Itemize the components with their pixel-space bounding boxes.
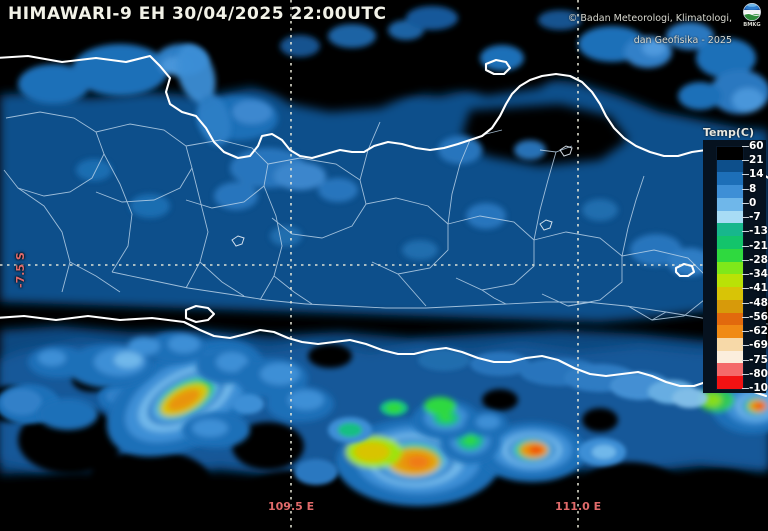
colorbar-tick-7 — [742, 245, 749, 247]
colorbar-tick-8 — [742, 259, 749, 261]
colorbar-label-14: -69 — [749, 339, 768, 352]
colorbar-tick-5 — [742, 217, 749, 219]
svg-text:BMKG: BMKG — [743, 22, 760, 27]
colorbar-tick-4 — [742, 202, 749, 204]
colorbar-label-15: -75 — [749, 353, 768, 366]
colorbar-segment-3 — [717, 185, 743, 198]
colorbar-label-12: -56 — [749, 310, 768, 323]
colorbar-segment-12 — [717, 299, 743, 313]
colorbar-segment-9 — [717, 261, 743, 275]
colorbar-tick-14 — [742, 345, 749, 347]
colorbar-tick-1 — [742, 160, 749, 162]
colorbar-labels: 60 21 14 8 0 -7 -13 -21 -28 -34 -41 -48 -56 -62 -69 -75… — [747, 140, 768, 396]
coastline — [0, 54, 768, 398]
colorbar-ticks — [742, 146, 750, 389]
colorbar-segment-4 — [717, 197, 743, 211]
colorbar-segment-10 — [717, 274, 743, 288]
colorbar-segment-17 — [717, 363, 743, 377]
colorbar-label-13: -62 — [749, 325, 768, 338]
colorbar-label-10: -41 — [749, 282, 768, 295]
colorbar-tick-0 — [742, 146, 749, 147]
colorbar-label-16: -80 — [749, 367, 768, 380]
colorbar-label-2: 14 — [749, 168, 764, 181]
colorbar-label-5: -7 — [749, 211, 761, 224]
colorbar-tick-17 — [742, 388, 749, 389]
colorbar-label-0: 60 — [749, 140, 764, 152]
colorbar-gradient — [716, 146, 744, 390]
colorbar-label-9: -34 — [749, 268, 768, 281]
attribution-text: © Badan Meteorologi, Klimatologi, dan Ge… — [568, 2, 732, 46]
colorbar-segment-0 — [717, 147, 743, 160]
colorbar-tick-9 — [742, 274, 749, 276]
colorbar-segment-16 — [717, 350, 743, 364]
colorbar-label-7: -21 — [749, 239, 768, 252]
colorbar-label-1: 21 — [749, 154, 764, 167]
colorbar-segment-1 — [717, 159, 743, 173]
colorbar-segment-13 — [717, 312, 743, 326]
colorbar-label-6: -13 — [749, 225, 768, 238]
colorbar-label-4: 0 — [749, 196, 757, 209]
minor-islands — [231, 145, 573, 247]
colorbar-tick-12 — [742, 316, 749, 318]
colorbar-segment-5 — [717, 210, 743, 224]
colorbar-label-3: 8 — [749, 182, 757, 195]
colorbar-tick-10 — [742, 288, 749, 290]
colorbar-segment-8 — [717, 248, 743, 262]
colorbar-segment-7 — [717, 236, 743, 249]
colorbar-segment-15 — [717, 338, 743, 351]
colorbar-label-11: -48 — [749, 296, 768, 309]
colorbar-tick-11 — [742, 302, 749, 304]
attribution-line-1: © Badan Meteorologi, Klimatologi, — [567, 13, 732, 24]
bmkg-logo: BMKG — [743, 3, 761, 27]
colorbar-tick-16 — [742, 373, 749, 375]
colorbar-segment-2 — [717, 172, 743, 186]
attribution-line-2: dan Geofisika - 2025 — [633, 35, 732, 46]
colorbar-tick-15 — [742, 359, 749, 361]
colorbar-segment-11 — [717, 287, 743, 300]
lon-label-111-0: 111.0 E — [555, 500, 602, 513]
colorbar-segment-18 — [717, 376, 743, 389]
colorbar-segment-6 — [717, 223, 743, 237]
colorbar-label-8: -28 — [749, 253, 768, 266]
lat-label-7-5: -7.5 S — [14, 252, 27, 288]
colorbar-tick-6 — [742, 231, 749, 233]
colorbar-label-17: -100 — [749, 382, 768, 394]
colorbar-tick-2 — [742, 174, 749, 176]
colorbar-title: Temp(C) — [703, 126, 754, 139]
administrative-boundaries — [3, 111, 768, 325]
colorbar-tick-13 — [742, 331, 749, 333]
colorbar-segment-14 — [717, 325, 743, 339]
lon-label-109-5: 109.5 E — [268, 500, 315, 513]
page-title: HIMAWARI-9 EH 30/04/2025 22:00UTC — [8, 4, 387, 24]
colorbar-tick-3 — [742, 188, 749, 190]
